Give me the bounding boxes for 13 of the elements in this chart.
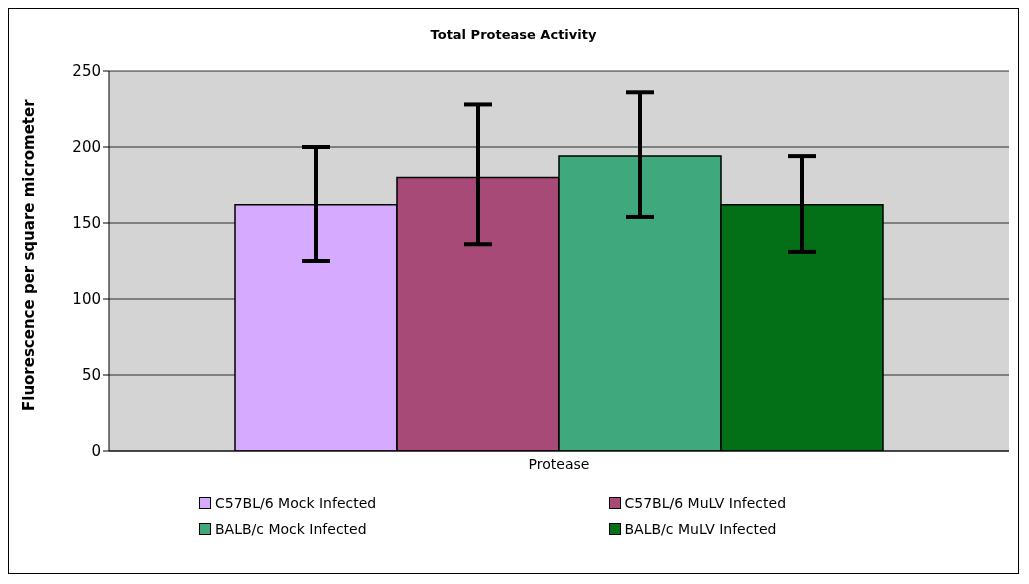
y-tick-label: 250 (72, 62, 101, 81)
legend-label: C57BL/6 MuLV Infected (624, 495, 787, 511)
legend-label: BALB/c Mock Infected (215, 521, 367, 537)
y-tick-label: 100 (72, 290, 101, 309)
y-axis-title: Fluorescence per square micrometer (20, 98, 39, 411)
y-tick-label: 200 (72, 138, 101, 157)
y-tick-label: 0 (91, 442, 101, 461)
legend-label: C57BL/6 Mock Infected (215, 495, 377, 511)
legend-label: BALB/c MuLV Infected (624, 521, 777, 537)
x-tick-label: Protease (528, 455, 590, 472)
y-tick-label: 50 (81, 366, 101, 385)
chart-title: Total Protease Activity (429, 27, 598, 44)
y-tick-label: 150 (72, 214, 101, 233)
